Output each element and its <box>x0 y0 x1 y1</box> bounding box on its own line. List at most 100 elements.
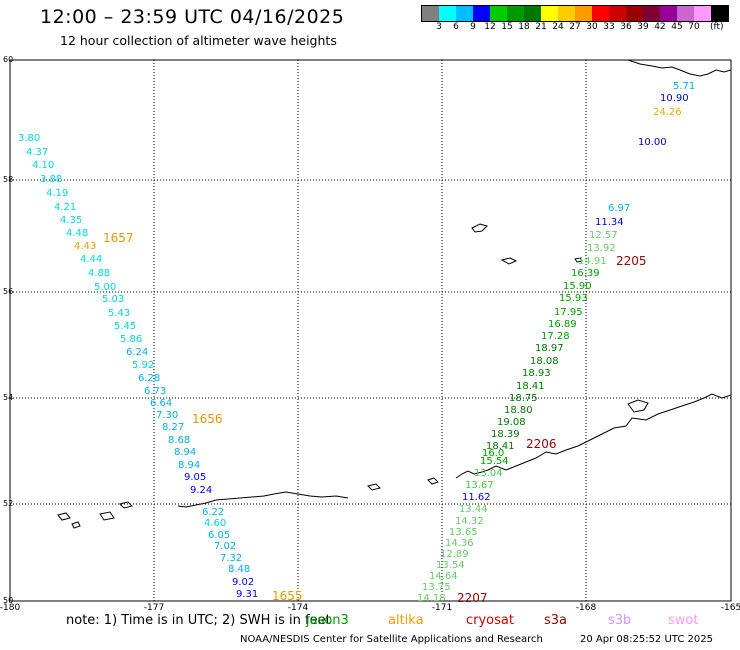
legend-swatch <box>694 6 711 21</box>
map-subtitle: 12 hour collection of altimeter wave hei… <box>60 33 337 48</box>
east-track-swh-value: 16.39 <box>571 268 600 279</box>
east-track-swh-value: 11.62 <box>462 492 491 503</box>
legend-swatch <box>541 6 558 21</box>
east-track-swh-value: 17.95 <box>554 307 583 318</box>
legend-label: 27 <box>569 22 581 32</box>
legend-swatch <box>711 6 728 21</box>
east-track-swh-value: 15.54 <box>480 456 509 467</box>
east-pass-time: 2207 <box>457 591 488 605</box>
east-track-swh-value: 15.90 <box>563 281 592 292</box>
east-track-swh-value: 18.93 <box>522 368 551 379</box>
longitude-label: -174 <box>288 603 309 613</box>
latitude-label: 58 <box>3 175 13 184</box>
color-legend <box>421 5 729 22</box>
graticule <box>10 60 731 601</box>
east-track-swh-value: 10.00 <box>638 137 667 148</box>
west-track-swh-value: 3.80 <box>18 133 40 144</box>
satellite-cryosat-label: cryosat <box>466 613 514 628</box>
legend-swatch <box>439 6 456 21</box>
west-track-values: 3.80 4.37 4.10 3.88 4.19 4.21 4.35 4.48 4.43 4.44… <box>18 133 258 600</box>
east-track-swh-value: 16.0 <box>482 448 504 459</box>
west-track-swh-value: 4.21 <box>54 202 76 213</box>
satellite-jason3-label: jason3 <box>306 613 349 628</box>
east-track-swh-value: 14.91 <box>578 256 607 267</box>
credit-line: NOAA/NESDIS Center for Satellite Applica… <box>240 634 543 645</box>
west-track-swh-value: 4.37 <box>26 147 48 158</box>
west-track-swh-value: 9.31 <box>236 589 258 600</box>
west-track-swh-value: 7.30 <box>156 410 178 421</box>
west-track-swh-value: 4.60 <box>204 518 226 529</box>
small-island <box>57 512 71 521</box>
west-pass-time: 1657 <box>103 231 134 245</box>
west-track-swh-value: 6.05 <box>208 530 230 541</box>
west-track-swh-value: 8.94 <box>174 447 196 458</box>
legend-label: 6 <box>453 22 459 32</box>
small-island <box>574 257 583 263</box>
west-track-swh-value: 4.43 <box>74 241 96 252</box>
legend-swatch <box>592 6 609 21</box>
longitude-label: -180 <box>0 603 20 613</box>
east-track-swh-value: 17.28 <box>541 331 570 342</box>
east-track-swh-value: 16.89 <box>548 319 577 330</box>
west-track-swh-value: 4.88 <box>88 268 110 279</box>
west-track-swh-value: 9.24 <box>190 485 212 496</box>
east-track-swh-value: 18.75 <box>509 393 538 404</box>
west-track-swh-value: 5.45 <box>114 321 136 332</box>
legend-label: 18 <box>518 22 530 32</box>
legend-label: 12 <box>484 22 496 32</box>
map-frame <box>9 59 732 602</box>
west-track-swh-value: 9.02 <box>232 577 254 588</box>
pribilof-island <box>471 223 488 233</box>
rat-islands <box>177 499 217 508</box>
east-track-swh-value: 18.97 <box>535 343 564 354</box>
latitude-labels: 60 58 56 54 52 50 <box>3 55 13 605</box>
east-track-swh-value: 11.34 <box>595 217 624 228</box>
legend-swatch <box>575 6 592 21</box>
east-track-swh-value: 13.65 <box>449 527 478 538</box>
small-island <box>500 257 518 265</box>
latitude-label: 50 <box>3 596 13 605</box>
legend-label: 24 <box>552 22 564 32</box>
legend-swatch <box>473 6 490 21</box>
west-track-swh-value: 4.10 <box>32 160 54 171</box>
east-track-swh-value: 13.54 <box>436 560 465 571</box>
west-track-swh-value: 6.28 <box>138 373 160 384</box>
legend-swatch <box>643 6 660 21</box>
andreanof-islands <box>215 491 349 501</box>
footer-note: note: 1) Time is in UTC; 2) SWH is in fe… <box>66 613 331 628</box>
alaska-coastline <box>627 59 732 77</box>
legend-swatch <box>490 6 507 21</box>
pass-times: 1657 1656 1655 2205 2206 2207 <box>103 231 647 605</box>
west-track-swh-value: 4.19 <box>46 188 68 199</box>
small-island <box>119 501 133 509</box>
east-track-swh-value: 14.64 <box>429 571 458 582</box>
longitude-label: -171 <box>432 603 452 613</box>
legend-label: 21 <box>535 22 547 32</box>
legend-label: 42 <box>654 22 666 32</box>
west-track-swh-value: 9.05 <box>184 472 206 483</box>
small-island <box>367 483 381 491</box>
east-track-swh-value: 18.80 <box>504 405 533 416</box>
legend-label: 36 <box>620 22 632 32</box>
east-track-swh-value: 18.41 <box>516 381 545 392</box>
legend-label: 39 <box>637 22 649 32</box>
latitude-label: 60 <box>3 55 13 64</box>
legend-label: 3 <box>436 22 442 32</box>
legend-label: 70 <box>688 22 700 32</box>
legend-swatch <box>558 6 575 21</box>
east-track-swh-value: 19.08 <box>497 417 526 428</box>
east-track-swh-value: 12.89 <box>440 549 469 560</box>
satellite-s3a-label: s3a <box>544 613 568 628</box>
west-track-swh-value: 5.86 <box>120 334 142 345</box>
east-track-swh-value: 13.04 <box>474 468 503 479</box>
small-island <box>427 477 439 485</box>
east-track-swh-value: 18.39 <box>491 429 520 440</box>
east-track-swh-value: 12.57 <box>589 230 618 241</box>
legend-swatch <box>456 6 473 21</box>
west-track-swh-value: 5.92 <box>132 360 154 371</box>
east-track-swh-value: 15.93 <box>559 293 588 304</box>
longitude-labels: -180 -177 -174 -171 -168 -165 <box>0 603 740 613</box>
west-track-swh-value: 6.64 <box>150 398 172 409</box>
